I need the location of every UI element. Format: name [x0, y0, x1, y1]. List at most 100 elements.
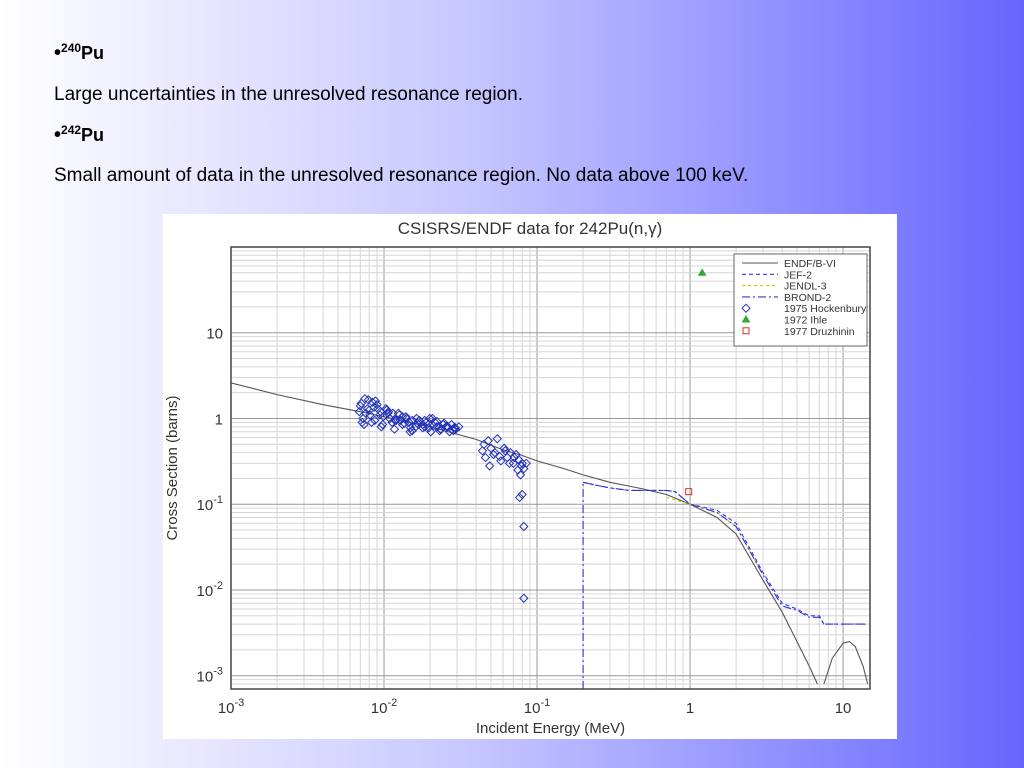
legend-label: 1975 Hockenbury: [784, 303, 867, 315]
diamond-marker: [430, 417, 440, 428]
y-tick-label: 10: [206, 326, 223, 343]
diamond-marker: [407, 426, 417, 436]
legend-label: JEF-2: [784, 269, 812, 281]
diamond-marker: [449, 423, 460, 433]
diamond-marker: [376, 422, 387, 432]
diamond-marker: [521, 458, 531, 469]
y-axis-label: Cross Section (barns): [164, 395, 181, 540]
diamond-marker: [494, 451, 505, 462]
diamond-marker: [519, 521, 529, 532]
series-line: [231, 382, 818, 685]
legend-label: ENDF/B-VI: [784, 258, 836, 270]
diamond-marker: [370, 396, 381, 406]
diamond-marker: [411, 413, 422, 424]
y-tick-label: 10-1: [197, 494, 223, 514]
series-line: [666, 496, 764, 576]
diamond-marker: [393, 408, 404, 418]
square-marker: [742, 327, 750, 335]
y-tick-label: 1: [215, 411, 223, 428]
legend-label: 1977 Druzhinin: [784, 326, 855, 338]
y-tick-label: 10-3: [197, 666, 223, 686]
mass-number: 242: [61, 123, 82, 137]
diamond-marker: [383, 408, 393, 418]
x-tick-label: 1: [686, 700, 694, 717]
legend-entry: 1972 Ihle: [741, 315, 827, 327]
diamond-marker: [434, 426, 445, 436]
chart-title: CSISRS/ENDF data for 242Pu(n,γ): [398, 219, 663, 238]
diamond-marker: [499, 443, 509, 453]
diamond-marker: [419, 415, 430, 426]
mass-number: 240: [61, 41, 82, 55]
series-markers: [685, 488, 693, 496]
legend-entry: JENDL-3: [742, 281, 827, 293]
diamond-marker: [355, 401, 366, 411]
diamond-marker: [361, 408, 371, 418]
diamond-marker: [477, 446, 488, 456]
diamond-marker: [364, 405, 374, 415]
triangle-marker: [741, 315, 751, 323]
bullet-item-240pu: •240Pu: [54, 42, 104, 65]
diamond-marker: [741, 303, 751, 313]
diamond-marker: [359, 419, 369, 430]
x-tick-label: 10-3: [218, 697, 244, 717]
diamond-marker: [504, 458, 515, 469]
diamond-marker: [389, 424, 400, 434]
legend-label: 1972 Ihle: [784, 315, 827, 327]
x-axis-label: Incident Energy (MeV): [476, 720, 625, 737]
triangle-marker: [697, 268, 707, 276]
diamond-marker: [401, 413, 412, 424]
diamond-marker: [519, 593, 529, 603]
legend-entry: ENDF/B-VI: [742, 258, 836, 270]
diamond-marker: [397, 411, 408, 422]
diamond-marker: [517, 458, 527, 469]
diamond-marker: [405, 423, 416, 433]
legend-entry: JEF-2: [742, 269, 812, 281]
diamond-marker: [515, 470, 526, 480]
diamond-marker: [390, 415, 400, 426]
legend-label: BROND-2: [784, 292, 831, 304]
diamond-marker: [505, 447, 516, 458]
series-line: [823, 641, 869, 685]
legend-label: JENDL-3: [784, 281, 827, 293]
x-tick-label: 10: [835, 700, 852, 717]
diamond-marker: [387, 417, 397, 428]
diamond-marker: [490, 447, 500, 458]
diamond-marker: [500, 446, 510, 456]
diamond-marker: [442, 421, 452, 431]
series-markers: [697, 268, 707, 276]
diamond-marker: [492, 434, 503, 444]
element-symbol: Pu: [81, 125, 105, 145]
legend-entry: 1977 Druzhinin: [742, 326, 855, 338]
diamond-marker: [483, 436, 493, 446]
x-tick-label: 10-2: [371, 697, 397, 717]
diamond-marker: [381, 404, 391, 414]
diamond-marker: [509, 452, 519, 463]
note-240pu: Large uncertainties in the unresolved re…: [54, 84, 523, 105]
bullet-item-242pu: •242Pu: [54, 124, 104, 147]
diamond-marker: [427, 413, 438, 424]
diamond-marker: [517, 489, 527, 500]
diamond-marker: [479, 439, 489, 450]
diamond-marker: [424, 423, 434, 433]
plot-frame: [230, 246, 871, 690]
x-tick-label: 10-1: [524, 697, 550, 717]
diamond-marker: [480, 452, 491, 463]
diamond-marker: [420, 422, 430, 432]
cross-section-plot: CSISRS/ENDF data for 242Pu(n,γ) 10-3 10-2 1…: [163, 214, 897, 739]
diamond-marker: [399, 418, 410, 428]
diamond-marker: [354, 406, 365, 417]
diamond-marker: [365, 410, 375, 420]
diamond-marker: [369, 402, 379, 413]
diamond-marker: [425, 413, 435, 424]
chart-series: [231, 268, 869, 689]
legend-box: [733, 253, 868, 347]
diamond-marker: [366, 417, 377, 428]
diamond-marker: [412, 418, 422, 428]
bullet-dot: •: [54, 42, 62, 64]
legend-entry: 1975 Hockenbury: [741, 303, 867, 315]
chart-svg: CSISRS/ENDF data for 242Pu(n,γ) 10-3 10-2 1…: [164, 219, 871, 737]
diamond-marker: [367, 397, 378, 407]
square-marker: [685, 488, 693, 496]
diamond-marker: [375, 410, 385, 420]
